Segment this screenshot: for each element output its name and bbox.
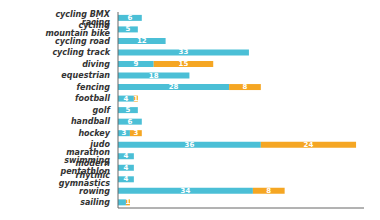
svg-text:fencing: fencing [76,83,110,92]
svg-text:4: 4 [123,175,128,183]
svg-text:football: football [75,94,110,103]
svg-text:golf: golf [93,106,112,115]
svg-text:33: 33 [179,48,189,56]
svg-text:handball: handball [71,117,110,126]
svg-text:6: 6 [127,14,132,22]
svg-text:12: 12 [137,37,147,45]
svg-text:36: 36 [185,141,195,149]
svg-text:4: 4 [123,152,128,160]
svg-text:diving: diving [82,60,110,69]
svg-text:1: 1 [133,95,138,103]
svg-text:4: 4 [123,164,128,172]
svg-text:rhytmicgymnastics: rhytmicgymnastics [59,171,110,188]
svg-text:cycling track: cycling track [52,48,110,57]
svg-text:4: 4 [123,95,128,103]
svg-text:24: 24 [304,141,314,149]
svg-text:34: 34 [181,187,191,195]
svg-text:28: 28 [169,83,179,91]
svg-text:18: 18 [149,72,159,80]
svg-text:6: 6 [127,118,132,126]
svg-text:8: 8 [243,83,248,91]
svg-text:equestrian: equestrian [61,71,110,80]
svg-text:5: 5 [125,25,130,33]
svg-text:cycling road: cycling road [55,37,110,46]
svg-text:5: 5 [125,106,130,114]
svg-text:9: 9 [133,60,138,68]
svg-text:3: 3 [133,129,138,137]
svg-text:1: 1 [125,198,130,206]
svg-text:cyclingmountain bike: cyclingmountain bike [45,21,110,38]
svg-text:sailing: sailing [80,198,110,207]
svg-text:3: 3 [122,129,127,137]
svg-text:15: 15 [179,60,189,68]
svg-text:rowing: rowing [79,187,110,196]
svg-text:8: 8 [266,187,271,195]
svg-text:hockey: hockey [78,129,110,138]
